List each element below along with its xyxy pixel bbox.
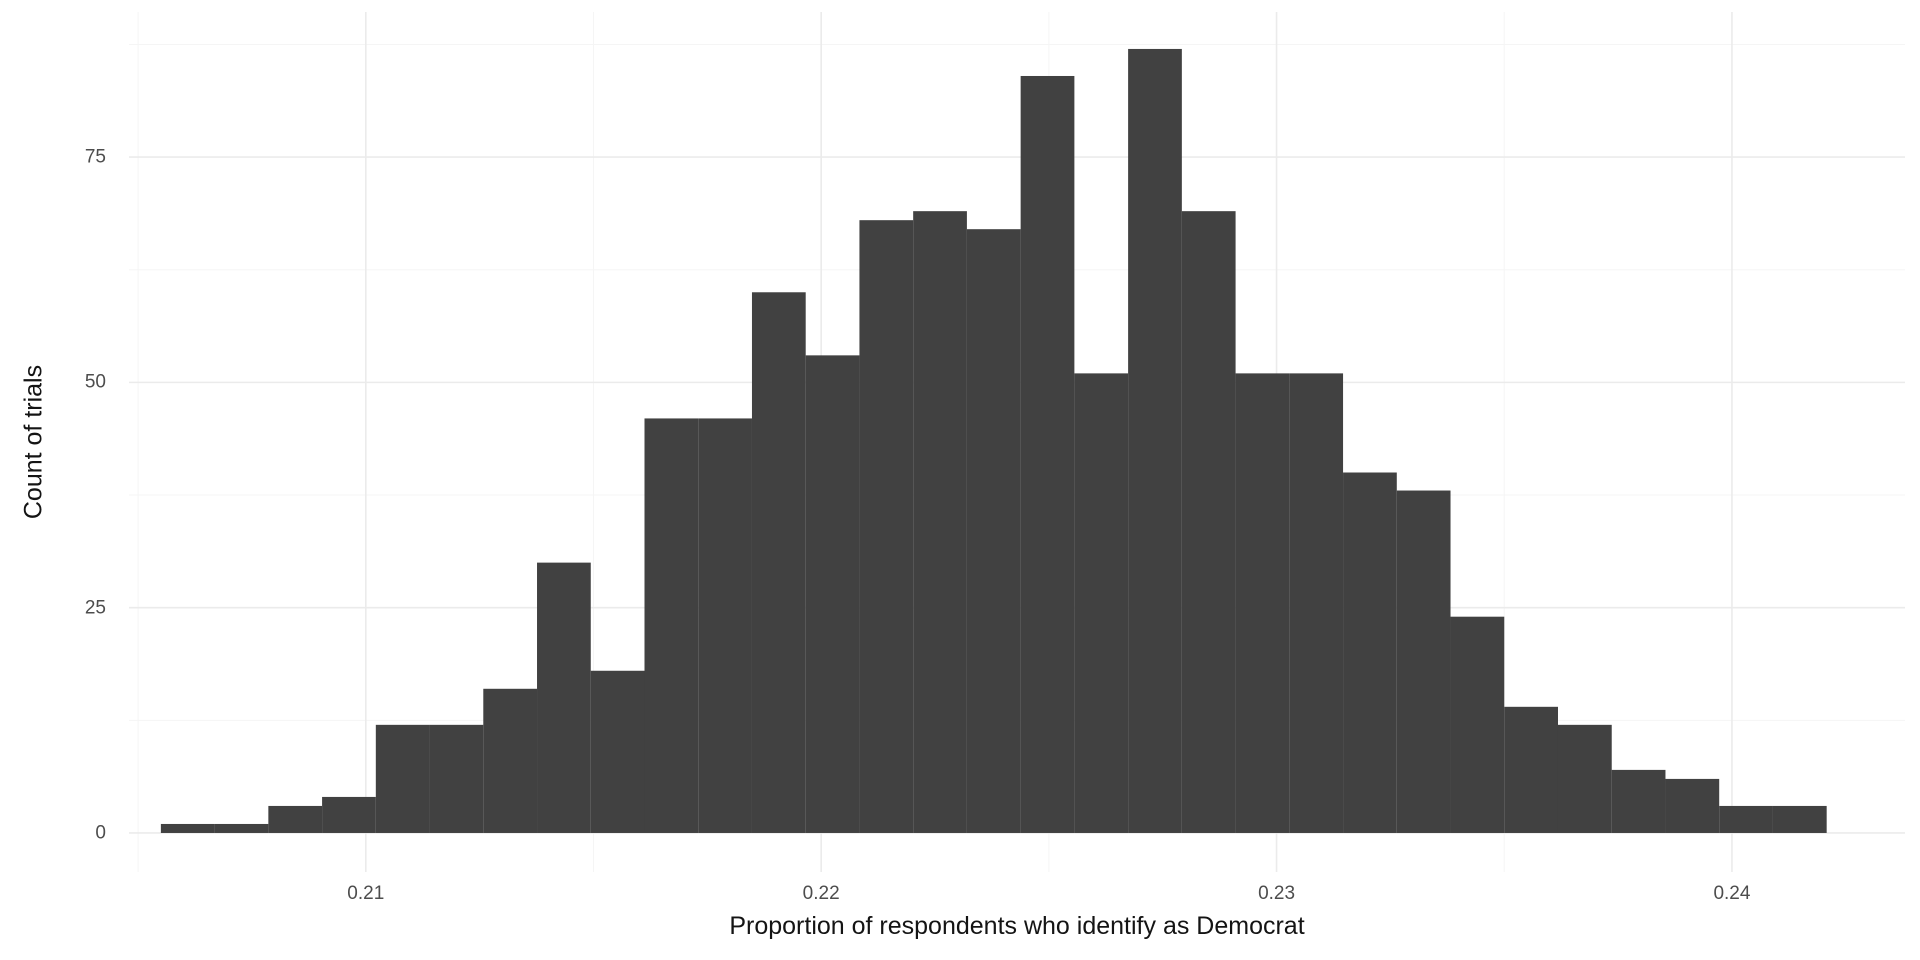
histogram-bar: [1611, 769, 1666, 833]
histogram-bar: [805, 355, 860, 833]
x-axis-title: Proportion of respondents who identify a…: [729, 912, 1305, 940]
histogram-bar: [913, 211, 967, 833]
histogram-bar: [214, 823, 269, 833]
y-tick-label: 50: [84, 371, 106, 393]
histogram-bar: [1181, 211, 1236, 833]
histogram-bar: [1557, 724, 1612, 833]
histogram-bar: [966, 229, 1021, 833]
histogram-bar: [1128, 48, 1182, 833]
histogram-bar: [322, 796, 376, 833]
histogram-bar: [698, 418, 752, 833]
histogram-bar: [751, 292, 806, 833]
histogram-bar: [483, 688, 538, 833]
histogram-bar: [859, 220, 914, 833]
y-tick-label: 75: [84, 146, 106, 168]
x-tick-label: 0.23: [1258, 883, 1296, 904]
histogram-bar: [268, 805, 323, 833]
histogram-bar: [429, 724, 484, 833]
y-tick-label: 25: [84, 597, 106, 619]
histogram-bar: [1289, 373, 1344, 833]
histogram-bar: [1504, 706, 1558, 833]
histogram-bar: [537, 562, 591, 833]
histogram-bar: [1772, 805, 1827, 833]
y-tick-label: 0: [95, 822, 106, 844]
y-axis-title: Count of trials: [19, 364, 48, 520]
histogram-bar: [375, 724, 430, 833]
histogram-bar: [1719, 805, 1773, 833]
histogram-bar: [1396, 490, 1451, 833]
histogram-bar: [1020, 75, 1075, 833]
histogram-bar: [1343, 472, 1397, 833]
histogram-bar: [1450, 616, 1505, 833]
histogram-bar: [1665, 778, 1720, 833]
histogram-bar: [590, 670, 645, 833]
x-tick-label: 0.24: [1713, 883, 1751, 904]
x-tick-label: 0.21: [347, 883, 385, 904]
histogram-bar: [1235, 373, 1290, 833]
histogram-bar: [644, 418, 699, 833]
histogram-bar: [1074, 373, 1129, 833]
histogram-bar: [160, 823, 215, 833]
x-tick-label: 0.22: [802, 883, 840, 904]
